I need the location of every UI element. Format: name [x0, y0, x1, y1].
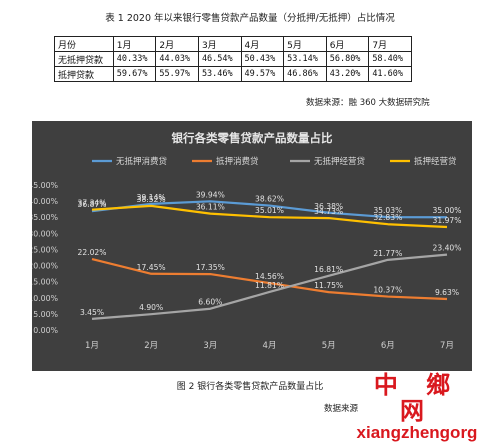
data-label: 34.73% — [314, 207, 343, 216]
y-axis: 0.00% 5.00% 10.00% 15.00% 20.00% 25.00% 30.00%… — [32, 181, 58, 335]
series-line — [91, 204, 448, 229]
y-tick-label: 20.00% — [32, 262, 58, 271]
table-cell: 41.60% — [368, 66, 412, 82]
legend-label: 无抵押经营贷 — [314, 156, 366, 167]
data-table: 月份 1月 2月 3月 4月 5月 6月 7月 无抵押贷款 40.33% 44.… — [54, 36, 412, 82]
data-label: 39.14% — [137, 193, 166, 202]
chart-title: 银行各类零售贷款产品数量占比 — [172, 131, 333, 145]
y-tick-label: 25.00% — [32, 245, 58, 254]
data-label: 9.63% — [435, 288, 459, 297]
y-tick-label: 5.00% — [33, 310, 58, 319]
y-tick-label: 45.00% — [32, 181, 58, 190]
watermark-url: xiangzhengorg — [356, 423, 478, 442]
watermark-logo: 中 鄉 网 xiangzhengorg — [352, 372, 482, 442]
data-label: 39.94% — [196, 190, 225, 199]
data-label: 17.35% — [196, 263, 225, 272]
line-chart: 银行各类零售贷款产品数量占比 无抵押消费贷 抵押消费贷 无抵押经营贷 抵押经营贷 0.… — [32, 121, 472, 371]
data-label: 23.40% — [433, 244, 462, 253]
data-label: 32.83% — [373, 213, 402, 222]
table-caption: 表 1 2020 年以来银行零售贷款产品数量（分抵押/无抵押）占比情况 — [105, 13, 395, 24]
data-label: 14.56% — [255, 272, 284, 281]
y-tick-label: 10.00% — [32, 294, 58, 303]
table-row-label: 抵押贷款 — [54, 66, 114, 82]
table-header-cell: 5月 — [283, 36, 327, 52]
data-label: 11.81% — [255, 281, 284, 290]
table-cell: 55.97% — [155, 66, 199, 82]
figure-source: 数据来源 — [324, 404, 359, 414]
data-label: 36.87% — [78, 200, 107, 209]
data-label: 35.01% — [255, 206, 284, 215]
chart-legend: 无抵押消费贷 抵押消费贷 无抵押经营贷 抵押经营贷 — [92, 156, 457, 167]
table-header-cell: 月份 — [54, 36, 114, 52]
data-label: 37.34% — [78, 199, 107, 208]
data-label: 38.62% — [255, 195, 284, 204]
data-label: 36.38% — [314, 202, 343, 211]
x-tick-label: 1月 — [85, 341, 99, 351]
x-tick-label: 4月 — [263, 341, 277, 351]
series-line — [91, 200, 448, 219]
plot-area: 36.87% 39.14% 39.94% 38.62% 36.38% 35.03% 35.0… — [78, 190, 462, 320]
table-cell: 58.40% — [368, 51, 412, 67]
table-cell: 50.43% — [240, 51, 285, 67]
table-cell: 53.46% — [197, 66, 242, 82]
data-label: 35.03% — [373, 206, 402, 215]
legend-label: 抵押消费贷 — [216, 156, 259, 167]
x-tick-label: 5月 — [322, 341, 336, 351]
data-label: 21.77% — [373, 249, 402, 258]
data-label: 10.37% — [373, 286, 402, 295]
x-tick-label: 3月 — [203, 341, 217, 351]
table-header-row: 月份 1月 2月 3月 4月 5月 6月 7月 — [54, 36, 412, 52]
table-header-cell: 6月 — [325, 36, 370, 52]
table-header-cell: 7月 — [368, 36, 412, 52]
legend-label: 无抵押消费贷 — [116, 156, 168, 167]
data-label: 35.00% — [433, 206, 462, 215]
figure-caption: 图 2 银行各类零售贷款产品数量占比 — [176, 382, 324, 392]
table-cell: 46.54% — [197, 51, 242, 67]
table-cell: 49.57% — [240, 66, 285, 82]
data-label: 17.45% — [137, 263, 166, 272]
table-header-cell: 3月 — [197, 36, 242, 52]
watermark-brand: 中 鄉 网 — [373, 371, 461, 425]
table-row: 抵押贷款 59.67% 55.97% 53.46% 49.57% 46.86% … — [54, 66, 412, 82]
table-row: 无抵押贷款 40.33% 44.03% 46.54% 50.43% 53.14%… — [54, 51, 412, 67]
table-source: 数据来源：融 360 大数据研究院 — [306, 98, 430, 108]
y-tick-label: 30.00% — [32, 229, 58, 238]
chart-svg: 银行各类零售贷款产品数量占比 无抵押消费贷 抵押消费贷 无抵押经营贷 抵押经营贷 0.… — [32, 131, 462, 351]
table-cell: 53.14% — [283, 51, 327, 67]
table-cell: 40.33% — [112, 51, 157, 67]
y-tick-label: 0.00% — [33, 326, 58, 335]
table-header-cell: 4月 — [240, 36, 285, 52]
x-tick-label: 6月 — [381, 341, 395, 351]
legend-label: 抵押经营贷 — [414, 156, 457, 167]
data-label: 4.90% — [139, 303, 163, 312]
table-cell: 56.80% — [325, 51, 370, 67]
data-label: 6.60% — [198, 298, 222, 307]
data-label: 16.81% — [314, 265, 343, 274]
y-tick-label: 15.00% — [32, 278, 58, 287]
series-line — [91, 257, 448, 301]
table-cell: 46.86% — [283, 66, 327, 82]
y-tick-label: 40.00% — [32, 197, 58, 206]
data-label: 11.75% — [314, 281, 343, 290]
data-label: 31.97% — [433, 216, 462, 225]
table-cell: 43.20% — [325, 66, 370, 82]
x-tick-label: 7月 — [440, 341, 454, 351]
x-axis: 1月 2月 3月 4月 5月 6月 7月 — [85, 341, 454, 351]
y-tick-label: 35.00% — [32, 213, 58, 222]
table-cell: 59.67% — [112, 66, 157, 82]
data-label: 22.02% — [78, 248, 107, 257]
data-label: 36.11% — [196, 203, 225, 212]
data-label: 3.45% — [80, 308, 104, 317]
table-cell: 44.03% — [155, 51, 199, 67]
table-row-label: 无抵押贷款 — [54, 51, 114, 67]
data-label: 38.52% — [137, 195, 166, 204]
table-header-cell: 2月 — [155, 36, 199, 52]
x-tick-label: 2月 — [144, 341, 158, 351]
series-line — [91, 253, 448, 320]
table-header-cell: 1月 — [112, 36, 157, 52]
